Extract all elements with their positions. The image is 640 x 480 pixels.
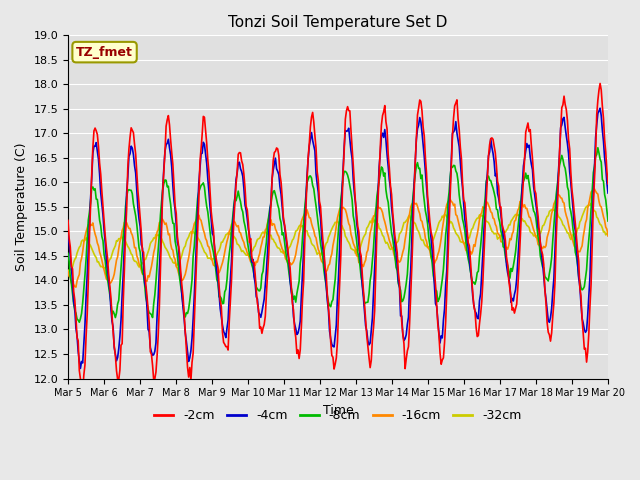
-4cm (596, 105, 604, 111)
-16cm (234, 224, 241, 229)
-32cm (366, 218, 374, 224)
-8cm (76, 319, 83, 325)
-8cm (64, 251, 72, 256)
-32cm (64, 269, 72, 275)
-8cm (462, 240, 470, 245)
-4cm (293, 332, 301, 337)
Text: TZ_fmet: TZ_fmet (76, 46, 133, 59)
-2cm (367, 358, 375, 363)
-16cm (367, 226, 375, 232)
Y-axis label: Soil Temperature (C): Soil Temperature (C) (15, 143, 28, 271)
Legend: -2cm, -4cm, -8cm, -16cm, -32cm: -2cm, -4cm, -8cm, -16cm, -32cm (150, 404, 527, 427)
Line: -16cm: -16cm (68, 189, 608, 287)
-4cm (604, 190, 612, 196)
-32cm (461, 240, 468, 246)
Title: Tonzi Soil Temperature Set D: Tonzi Soil Temperature Set D (228, 15, 448, 30)
-4cm (234, 171, 241, 177)
X-axis label: Time: Time (323, 404, 353, 417)
-8cm (556, 163, 563, 168)
Line: -8cm: -8cm (68, 148, 608, 322)
-32cm (292, 228, 300, 234)
-2cm (79, 390, 86, 396)
-2cm (462, 213, 470, 219)
-8cm (604, 218, 612, 224)
-8cm (293, 291, 301, 297)
-4cm (367, 328, 375, 334)
-8cm (594, 145, 602, 151)
-16cm (293, 244, 301, 250)
-2cm (293, 350, 301, 356)
-32cm (604, 230, 612, 236)
-2cm (556, 149, 563, 155)
Line: -2cm: -2cm (68, 84, 608, 393)
-32cm (588, 201, 595, 206)
Line: -4cm: -4cm (68, 108, 608, 369)
-16cm (591, 186, 598, 192)
Line: -32cm: -32cm (68, 204, 608, 272)
-16cm (556, 192, 563, 198)
-16cm (72, 284, 80, 290)
-4cm (394, 262, 401, 268)
-32cm (232, 237, 240, 242)
-4cm (64, 231, 72, 237)
-16cm (462, 248, 470, 253)
-16cm (394, 257, 401, 263)
-4cm (556, 151, 563, 157)
-8cm (367, 271, 375, 276)
-8cm (394, 268, 401, 274)
-2cm (394, 250, 401, 255)
-16cm (64, 269, 72, 275)
-32cm (392, 240, 400, 246)
-4cm (462, 224, 470, 230)
-16cm (604, 233, 612, 239)
-2cm (596, 81, 604, 86)
-32cm (554, 214, 562, 219)
-4cm (77, 366, 84, 372)
-8cm (234, 193, 241, 199)
-2cm (64, 217, 72, 223)
-2cm (604, 181, 612, 187)
-2cm (234, 169, 241, 175)
